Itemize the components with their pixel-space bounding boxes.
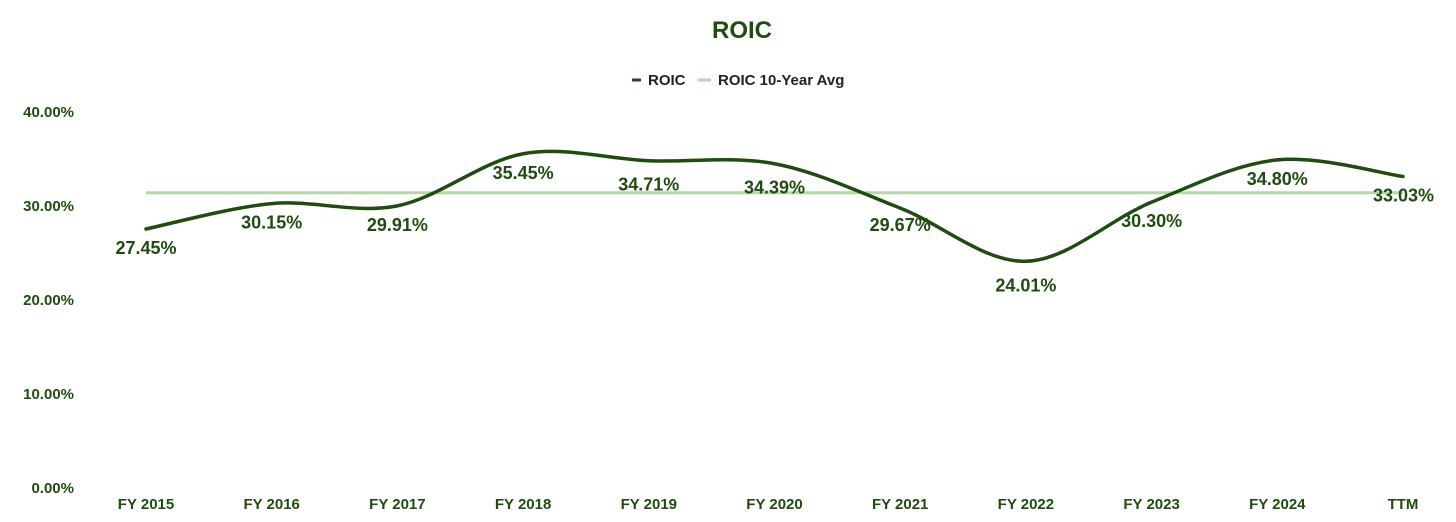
y-tick-label: 20.00%: [23, 292, 74, 309]
legend: ROIC ROIC 10-Year Avg: [632, 72, 844, 89]
x-tick-label: FY 2019: [621, 496, 677, 513]
x-tick-label: FY 2021: [872, 496, 928, 513]
data-label-roic: 29.67%: [870, 215, 931, 235]
series-roic-group: [144, 149, 1405, 264]
y-axis: 0.00% 10.00% 20.00% 30.00% 40.00%: [23, 104, 74, 497]
y-tick-label: 10.00%: [23, 386, 74, 403]
y-tick-label: 40.00%: [23, 104, 74, 121]
x-tick-label: FY 2015: [118, 496, 174, 513]
series-line-roic: [144, 149, 1405, 264]
data-label-roic: 29.91%: [367, 215, 428, 235]
legend-label-roic: ROIC: [648, 72, 686, 89]
y-tick-label: 0.00%: [31, 480, 74, 497]
x-tick-label: FY 2017: [369, 496, 425, 513]
data-label-roic: 34.71%: [618, 175, 679, 195]
x-tick-label: TTM: [1388, 496, 1419, 513]
data-label-roic: 34.39%: [744, 178, 805, 198]
data-label-roic: 33.03%: [1373, 186, 1434, 206]
data-label-roic: 30.30%: [1121, 211, 1182, 231]
data-label-roic: 35.45%: [493, 163, 554, 183]
y-tick-label: 30.00%: [23, 198, 74, 215]
data-label-roic: 34.80%: [1247, 169, 1308, 189]
x-tick-label: FY 2016: [243, 496, 299, 513]
data-labels: 27.45% 30.15% 29.91% 35.45% 34.71% 34.39% 29.6…: [115, 163, 1434, 296]
x-axis: FY 2015 FY 2016 FY 2017 FY 2018 FY 2019 FY 20…: [118, 496, 1419, 513]
x-tick-label: FY 2018: [495, 496, 551, 513]
chart-title: ROIC: [712, 17, 772, 44]
x-tick-label: FY 2023: [1123, 496, 1179, 513]
data-label-roic: 27.45%: [115, 238, 176, 258]
data-label-roic: 30.15%: [241, 213, 302, 233]
x-tick-label: FY 2022: [998, 496, 1054, 513]
x-tick-label: FY 2024: [1249, 496, 1306, 513]
x-tick-label: FY 2020: [746, 496, 802, 513]
data-label-roic: 24.01%: [995, 275, 1056, 295]
legend-label-avg: ROIC 10-Year Avg: [718, 72, 844, 89]
